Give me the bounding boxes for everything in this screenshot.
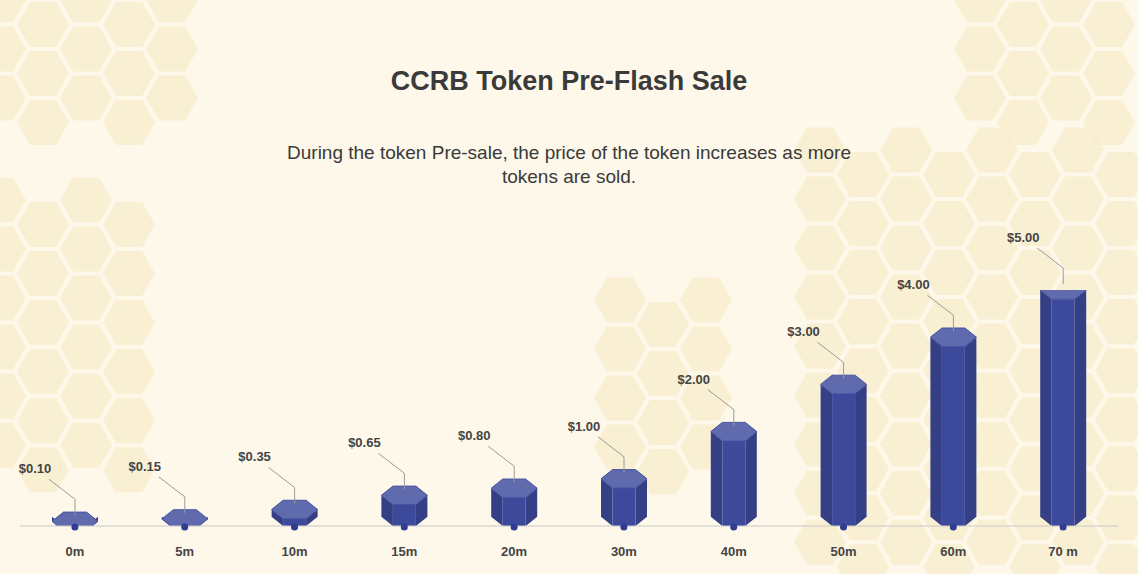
- svg-text:$4.00: $4.00: [897, 277, 930, 292]
- html-text:CCRB Token Pre-Flash Sale: CCRB Token Pre-Flash Sale: [390, 66, 748, 96]
- svg-text:20m: 20m: [501, 544, 527, 559]
- svg-text:$2.00: $2.00: [678, 372, 711, 387]
- svg-text:60m: 60m: [940, 544, 966, 559]
- svg-text:40m: 40m: [721, 544, 747, 559]
- svg-text:$0.65: $0.65: [348, 435, 381, 450]
- svg-text:5m: 5m: [175, 544, 194, 559]
- svg-text:15m: 15m: [391, 544, 417, 559]
- svg-text:70 m: 70 m: [1048, 544, 1078, 559]
- svg-text:$0.35: $0.35: [238, 449, 271, 464]
- svg-text:$5.00: $5.00: [1007, 230, 1040, 245]
- svg-text:$3.00: $3.00: [787, 324, 820, 339]
- svg-text:$0.15: $0.15: [129, 459, 162, 474]
- html-text:During the token Pre-sale, the: During the token Pre-sale, the price of …: [287, 142, 851, 187]
- svg-text:0m: 0m: [66, 544, 85, 559]
- svg-text:10m: 10m: [281, 544, 307, 559]
- svg-text:50m: 50m: [830, 544, 856, 559]
- svg-text:$0.80: $0.80: [458, 428, 491, 443]
- svg-text:$0.10: $0.10: [19, 461, 52, 476]
- svg-text:$1.00: $1.00: [568, 419, 601, 434]
- svg-text:30m: 30m: [611, 544, 637, 559]
